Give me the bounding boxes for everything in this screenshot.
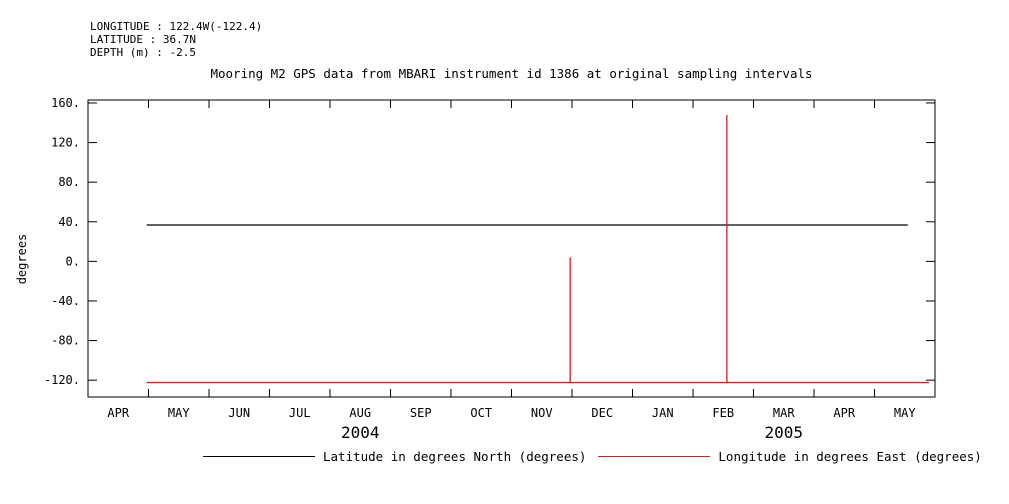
x-month-label: MAY [894, 406, 916, 420]
x-year-label: 2004 [341, 423, 380, 442]
x-month-label: APR [107, 406, 129, 420]
x-month-label: NOV [531, 406, 553, 420]
y-tick-label: -120. [44, 373, 80, 387]
x-month-label: DEC [591, 406, 613, 420]
legend: Latitude in degrees North (degrees) Long… [203, 449, 994, 464]
y-tick-label: 120. [51, 136, 80, 150]
y-tick-label: 0. [66, 254, 80, 268]
legend-swatch-longitude [598, 456, 711, 457]
x-month-label: OCT [470, 406, 492, 420]
x-month-label: JAN [652, 406, 674, 420]
station-latitude: LATITUDE : 36.7N [90, 33, 196, 46]
chart-title: Mooring M2 GPS data from MBARI instrumen… [210, 66, 813, 81]
station-longitude: LONGITUDE : 122.4W(-122.4) [90, 20, 263, 33]
station-depth: DEPTH (m) : -2.5 [90, 46, 196, 59]
y-tick-label: 160. [51, 96, 80, 110]
plot-border [87, 99, 936, 398]
x-month-label: MAR [773, 406, 795, 420]
legend-label-latitude: Latitude in degrees North (degrees) [323, 449, 587, 464]
legend-swatch-latitude [203, 456, 315, 457]
y-tick-label: 40. [58, 215, 80, 229]
x-month-label: MAY [168, 406, 190, 420]
x-month-label: FEB [712, 406, 734, 420]
station-info: LONGITUDE : 122.4W(-122.4) LATITUDE : 36… [90, 20, 262, 59]
x-year-label: 2005 [764, 423, 803, 442]
y-tick-label: 80. [58, 175, 80, 189]
x-month-label: SEP [410, 406, 432, 420]
x-month-label: JUL [289, 406, 311, 420]
x-month-label: JUN [228, 406, 250, 420]
series-longitude [146, 114, 929, 384]
y-tick-label: -40. [51, 294, 80, 308]
legend-label-longitude: Longitude in degrees East (degrees) [718, 449, 982, 464]
x-month-label: AUG [349, 406, 371, 420]
y-tick-label: -80. [51, 334, 80, 348]
x-month-label: APR [833, 406, 855, 420]
